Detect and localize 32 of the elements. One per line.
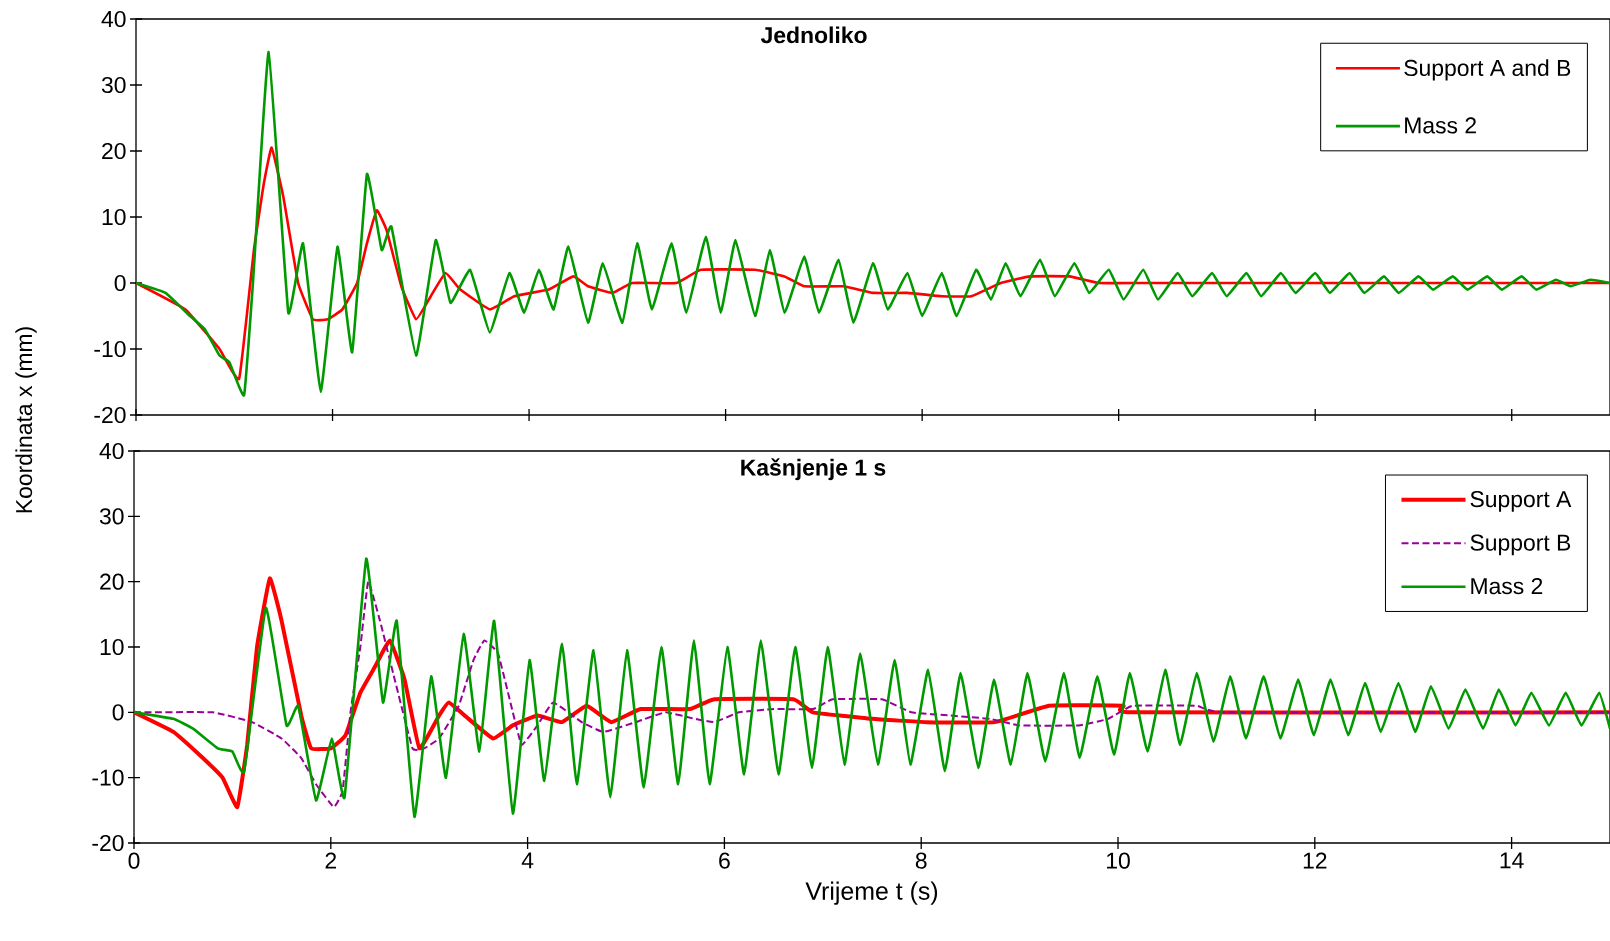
x-tick-label: 10 [1107, 852, 1130, 869]
x-tick-label: 0 [128, 852, 140, 869]
y-tick-label: 0 [114, 274, 126, 292]
y-tick-label: -20 [92, 834, 124, 852]
y-tick-label: -20 [94, 406, 126, 424]
y-tick-label: 40 [99, 442, 124, 460]
x-tick-label: 14 [1500, 852, 1524, 869]
chart-title: Kašnjenje 1 s [741, 458, 886, 481]
y-tick-label: 20 [100, 573, 124, 590]
y-tick-label: 10 [100, 638, 124, 656]
x-tick-label: 2 [325, 852, 337, 869]
y-tick-label: 30 [99, 508, 124, 525]
legend-label: Support A and B [1404, 59, 1571, 81]
y-axis-title: Koordinata x (mm) [15, 327, 37, 513]
x-axis-title: Vrijeme t (s) [805, 881, 938, 905]
y-tick-label: -10 [94, 340, 126, 358]
y-tick-label: -10 [92, 769, 124, 786]
legend-label: Support A [1470, 491, 1572, 512]
y-tick-label: 40 [101, 10, 126, 28]
y-tick-label: 20 [102, 142, 126, 160]
x-tick-label: 6 [719, 852, 730, 869]
legend-label: Mass 2 [1471, 577, 1543, 595]
legend-label: Mass 2 [1405, 117, 1476, 134]
chart-title: Jednoliko [760, 26, 867, 44]
line-series [136, 50, 1610, 397]
y-tick-label: 0 [112, 704, 124, 721]
y-tick-label: 10 [102, 208, 126, 226]
x-tick-label: 4 [521, 852, 534, 869]
x-tick-label: 12 [1303, 852, 1327, 869]
y-tick-label: 30 [101, 76, 126, 94]
x-tick-label: 8 [915, 852, 927, 869]
legend-label: Support B [1470, 534, 1571, 556]
